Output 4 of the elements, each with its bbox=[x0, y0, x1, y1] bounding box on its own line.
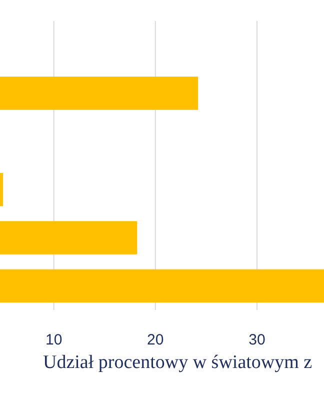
x-tick-label: 20 bbox=[147, 332, 164, 349]
x-tick-label: 10 bbox=[45, 332, 62, 349]
x-axis-title: Udział procentowy w światowym z bbox=[43, 352, 312, 373]
x-tick-label: 30 bbox=[248, 332, 266, 349]
